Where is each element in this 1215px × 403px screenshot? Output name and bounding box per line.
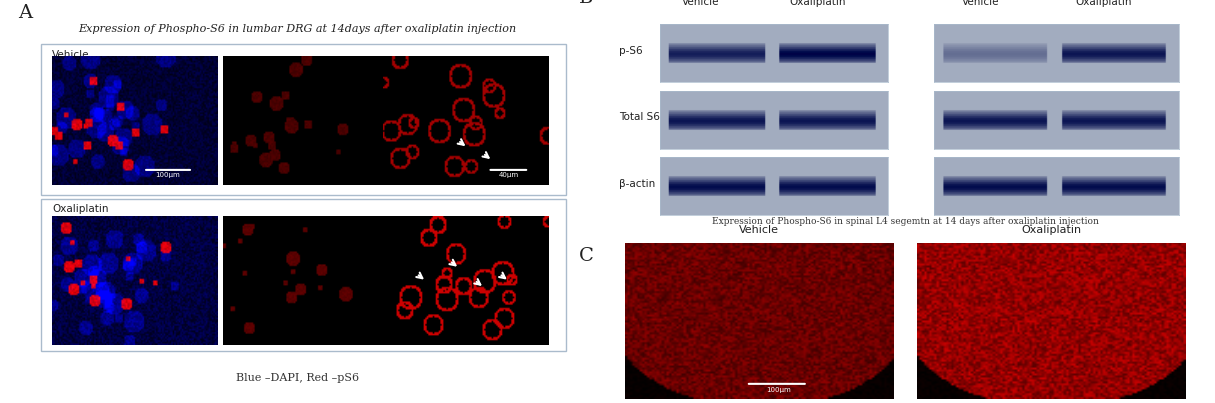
Text: Oxaliplatin: Oxaliplatin — [52, 204, 108, 214]
Text: Oxaliplatin: Oxaliplatin — [1021, 224, 1081, 235]
Text: Vehicle: Vehicle — [683, 0, 719, 6]
Text: Total S6: Total S6 — [620, 112, 660, 123]
Text: B: B — [578, 0, 593, 7]
Text: 100μm: 100μm — [765, 387, 791, 393]
Text: A: A — [18, 4, 32, 22]
Text: 40μm: 40μm — [499, 172, 519, 178]
Text: Oxaliplatin: Oxaliplatin — [1075, 0, 1131, 6]
Text: Vehicle: Vehicle — [740, 224, 779, 235]
Text: β-actin: β-actin — [620, 179, 656, 189]
Text: Expression of Phospho-S6 in lumbar DRG at 14days after oxaliplatin injection: Expression of Phospho-S6 in lumbar DRG a… — [79, 24, 516, 34]
Text: Vehicle: Vehicle — [962, 0, 1000, 6]
Text: p-S6: p-S6 — [620, 46, 643, 56]
Text: Blue –DAPI, Red –pS6: Blue –DAPI, Red –pS6 — [236, 373, 360, 383]
Text: Expression of Phospho-S6 in spinal L4 segemtn at 14 days after oxaliplatin injec: Expression of Phospho-S6 in spinal L4 se… — [712, 217, 1098, 226]
Text: 100μm: 100μm — [156, 172, 180, 178]
Text: Vehicle: Vehicle — [52, 50, 90, 60]
Text: Oxaliplatin: Oxaliplatin — [790, 0, 846, 6]
Text: C: C — [578, 247, 593, 265]
